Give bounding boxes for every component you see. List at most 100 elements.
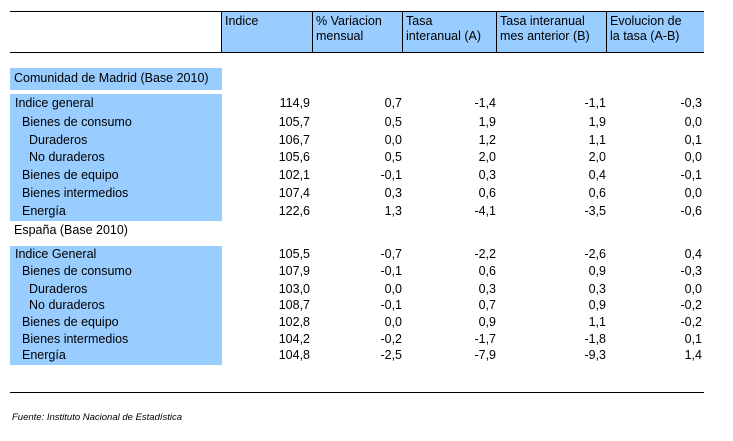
- table-cell: 0,9: [588, 264, 606, 278]
- source-note: Fuente: Instituto Nacional de Estadístic…: [12, 412, 183, 423]
- table-cell: 107,4: [278, 186, 310, 200]
- header-line: % Variacion: [316, 14, 382, 28]
- table-cell: -0,2: [380, 332, 402, 346]
- table-cell: 105,6: [278, 150, 310, 164]
- row-label: Duraderos: [29, 282, 88, 296]
- section-title-band: [10, 68, 222, 90]
- table-cell: 0,0: [684, 186, 702, 200]
- header-line: la tasa (A-B): [610, 29, 680, 43]
- table-cell: 102,8: [278, 315, 310, 329]
- table-cell: 0,7: [478, 298, 496, 312]
- table-cell: 0,7: [384, 96, 402, 110]
- section-title: España (Base 2010): [14, 223, 128, 237]
- row-label: Bienes intermedios: [22, 186, 129, 200]
- row-label: Bienes de consumo: [22, 264, 132, 278]
- table-cell: 0,6: [478, 186, 496, 200]
- header-cell-tasa-mes-anterior-b: Tasa interanual mes anterior (B): [497, 12, 606, 52]
- table-cell: 0,3: [478, 282, 496, 296]
- madrid-rows-band: [10, 94, 222, 221]
- table-cell: 0,4: [684, 247, 702, 261]
- table-cell: 0,0: [384, 133, 402, 147]
- table-cell: -1,1: [584, 96, 606, 110]
- table-cell: 1,3: [384, 204, 402, 218]
- table-cell: -1,4: [474, 96, 496, 110]
- row-label: Duraderos: [29, 133, 88, 147]
- header-line: interanual (A): [406, 29, 482, 43]
- column-divider: [496, 12, 497, 52]
- table-header: Indice % Variacion mensual Tasa interanu…: [10, 11, 704, 53]
- table-cell: 0,6: [478, 264, 496, 278]
- table-cell: -2,5: [380, 348, 402, 362]
- table-cell: 1,2: [478, 133, 496, 147]
- table-cell: 0,3: [478, 168, 496, 182]
- table-cell: 0,5: [384, 115, 402, 129]
- table-cell: 104,2: [278, 332, 310, 346]
- column-divider: [221, 12, 222, 52]
- header-line: Indice: [225, 14, 259, 28]
- table-cell: -7,9: [474, 348, 496, 362]
- column-divider: [312, 12, 313, 52]
- column-divider: [606, 12, 607, 52]
- table-cell: 1,1: [588, 133, 606, 147]
- table-cell: 104,8: [278, 348, 310, 362]
- table-cell: -1,8: [584, 332, 606, 346]
- table-cell: -4,1: [474, 204, 496, 218]
- table-cell: 108,7: [278, 298, 310, 312]
- table-cell: 107,9: [278, 264, 310, 278]
- table-cell: 0,0: [684, 150, 702, 164]
- table-cell: 1,9: [478, 115, 496, 129]
- header-line: Evolucion de: [610, 14, 682, 28]
- table-cell: 0,1: [684, 332, 702, 346]
- table-cell: -1,7: [474, 332, 496, 346]
- table-cell: -0,1: [380, 264, 402, 278]
- table-cell: -0,2: [680, 298, 702, 312]
- table-cell: 0,0: [684, 282, 702, 296]
- row-label: Bienes de equipo: [22, 168, 119, 182]
- table-cell: 114,9: [279, 96, 310, 110]
- table-cell: -0,2: [680, 315, 702, 329]
- header-cell-indice: Indice: [222, 12, 312, 52]
- header-cell-tasa-interanual-a: Tasa interanual (A): [403, 12, 496, 52]
- row-label: Bienes de consumo: [22, 115, 132, 129]
- table-cell: 0,3: [588, 282, 606, 296]
- footer-rule: [10, 392, 704, 393]
- table-cell: -0,1: [380, 168, 402, 182]
- row-label: Bienes intermedios: [22, 332, 129, 346]
- table-cell: 0,5: [384, 150, 402, 164]
- table-cell: 0,4: [588, 168, 606, 182]
- table-cell: -0,7: [380, 247, 402, 261]
- table-cell: -3,5: [584, 204, 606, 218]
- row-label: Energía: [22, 204, 66, 218]
- table-cell: 2,0: [478, 150, 496, 164]
- header-cell-evolucion-tasa: Evolucion de la tasa (A-B): [607, 12, 704, 52]
- table-cell: 0,9: [588, 298, 606, 312]
- table-cell: 0,0: [684, 115, 702, 129]
- table-cell: -0,3: [680, 96, 702, 110]
- table-cell: -2,2: [474, 247, 496, 261]
- table-cell: 122,6: [278, 204, 310, 218]
- table-cell: 105,7: [278, 115, 310, 129]
- column-divider: [402, 12, 403, 52]
- table-cell: 106,7: [278, 133, 310, 147]
- table-cell: -9,3: [584, 348, 606, 362]
- table-cell: 1,1: [588, 315, 606, 329]
- header-line: mensual: [316, 29, 364, 43]
- table-cell: -0,3: [680, 264, 702, 278]
- table-cell: -0,1: [680, 168, 702, 182]
- header-cell-variacion-mensual: % Variacion mensual: [313, 12, 402, 52]
- table-cell: -0,6: [680, 204, 702, 218]
- table-cell: -0,1: [380, 298, 402, 312]
- table-cell: 2,0: [588, 150, 606, 164]
- row-label: Indice General: [15, 247, 97, 261]
- row-label: No duraderos: [29, 298, 105, 312]
- row-label: No duraderos: [29, 150, 105, 164]
- row-label: Energía: [22, 348, 66, 362]
- table-cell: 0,1: [684, 133, 702, 147]
- table-cell: 102,1: [278, 168, 310, 182]
- table-cell: -2,6: [584, 247, 606, 261]
- table-cell: 103,0: [278, 282, 310, 296]
- table-cell: 0,0: [384, 282, 402, 296]
- row-label: Bienes de equipo: [22, 315, 119, 329]
- table-cell: 105,5: [278, 247, 310, 261]
- table-cell: 1,9: [588, 115, 606, 129]
